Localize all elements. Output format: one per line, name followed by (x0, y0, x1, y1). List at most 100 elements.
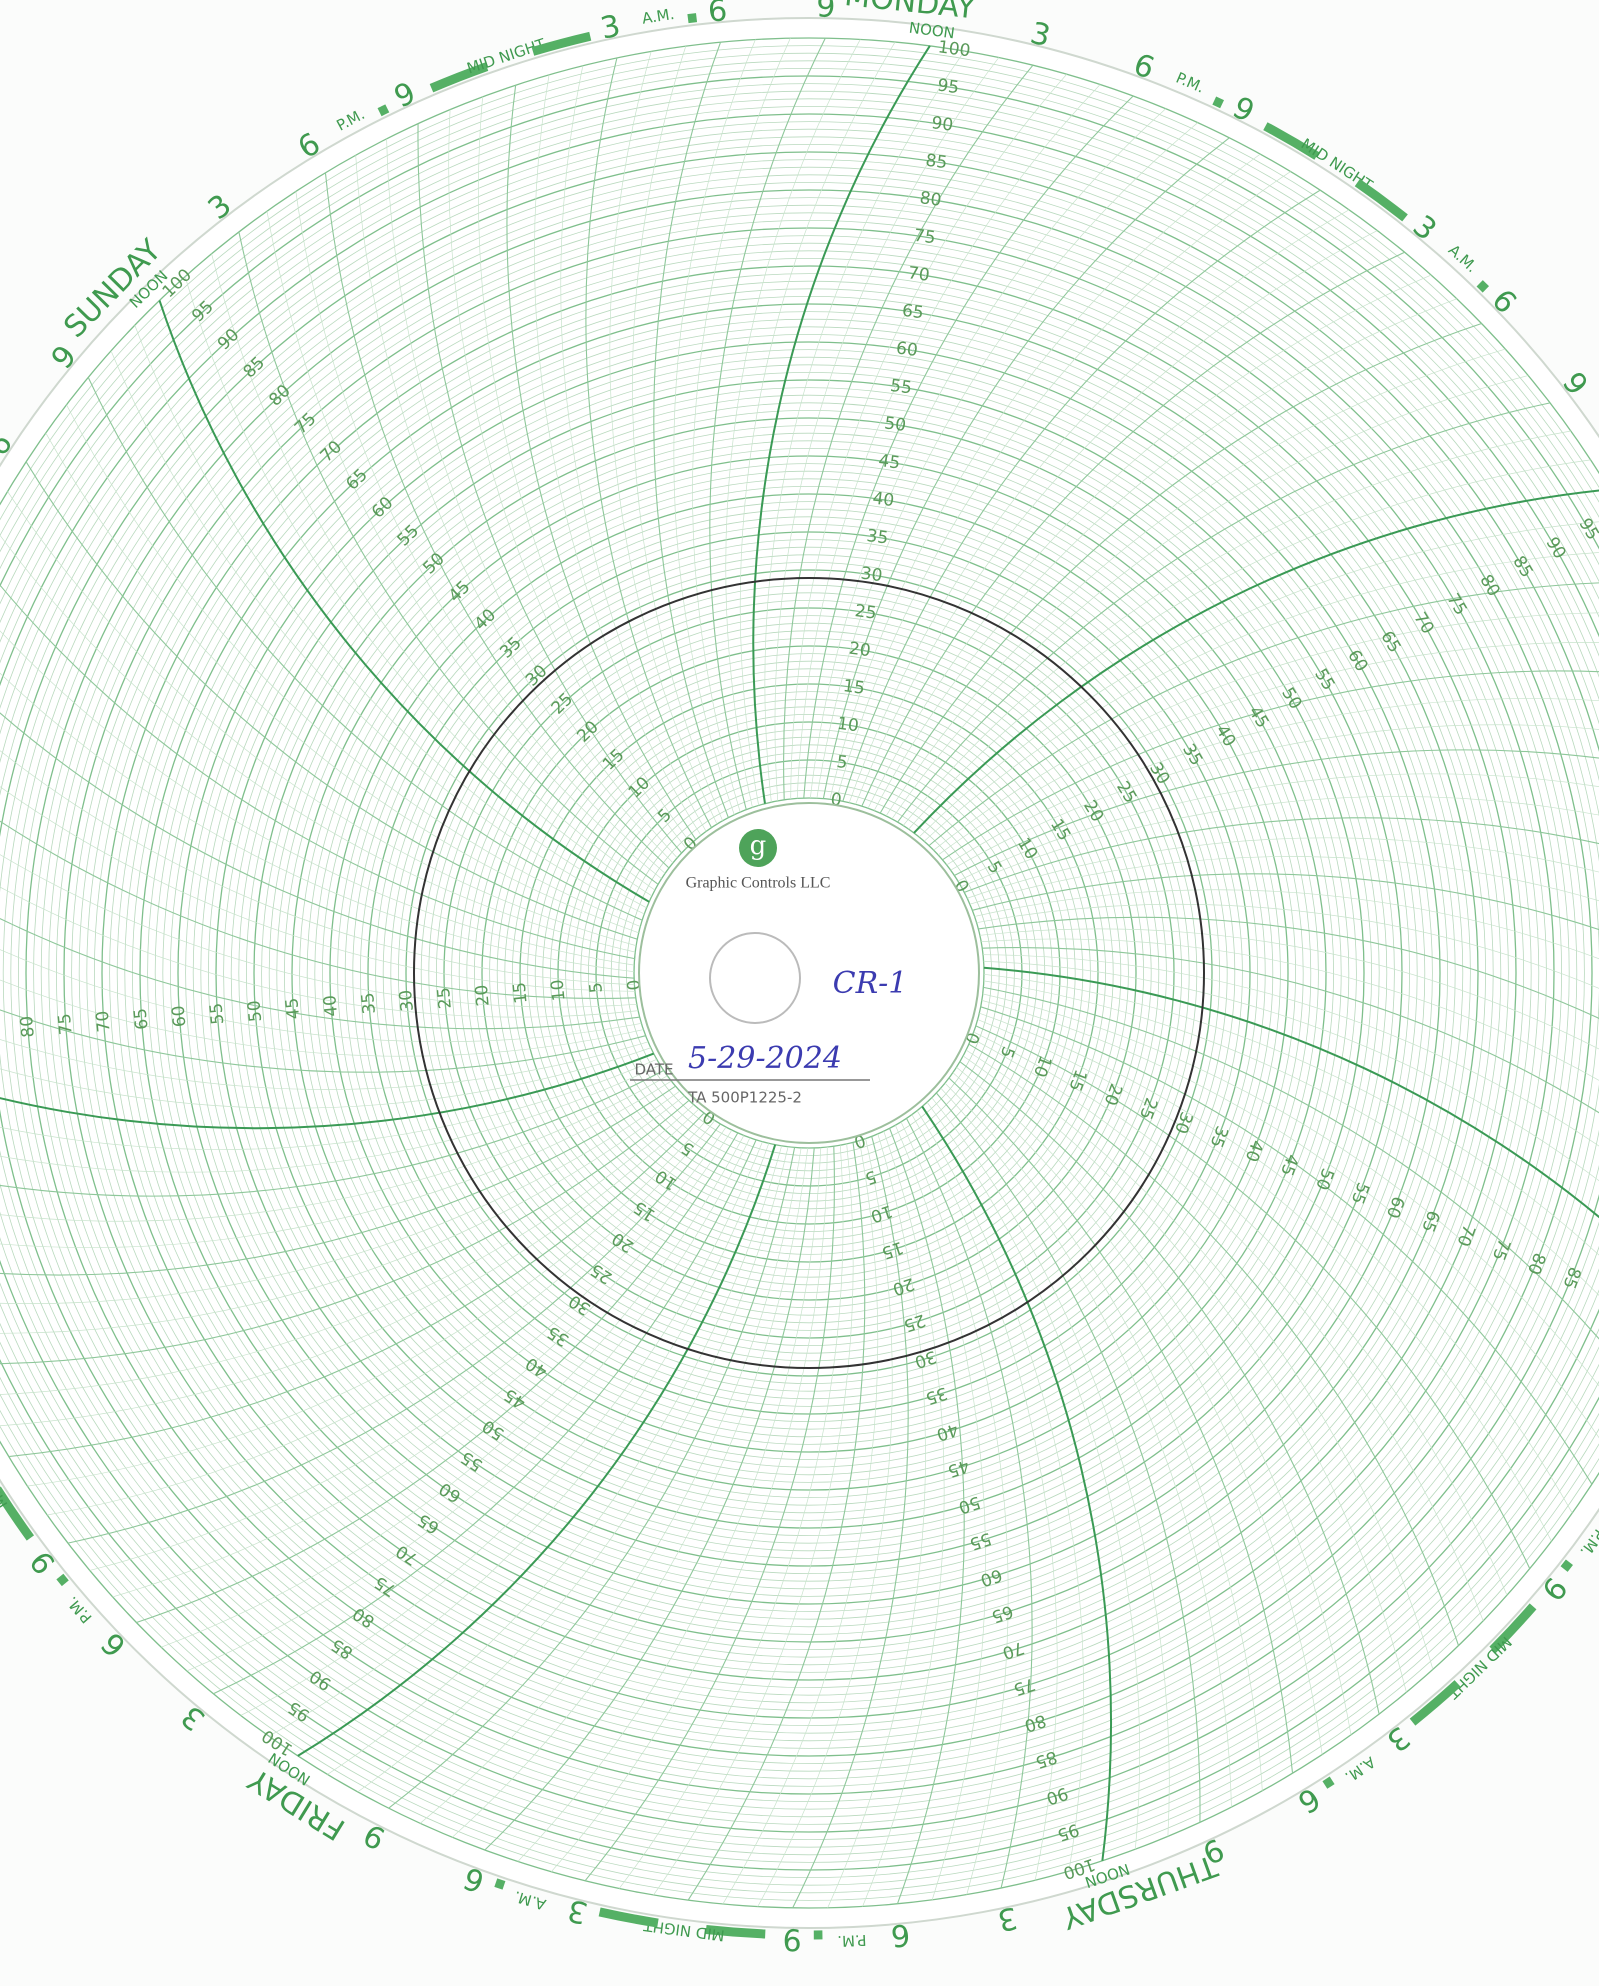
time-line (0, 854, 637, 1008)
night-band (1489, 1603, 1537, 1654)
minor-ring (527, 691, 1091, 1255)
time-line (0, 1052, 655, 1130)
major-ring (0, 75, 1599, 1871)
time-line (0, 1085, 676, 1276)
time-line (0, 1095, 685, 1334)
time-line (87, 377, 643, 921)
time-line (964, 817, 1599, 893)
minor-ring (185, 349, 1433, 1597)
time-line (560, 65, 707, 832)
major-ring (633, 797, 985, 1149)
major-ring (101, 265, 1517, 1681)
minor-ring (230, 394, 1388, 1552)
minor-ring (603, 767, 1015, 1179)
time-line (386, 138, 678, 859)
time-line (752, 45, 931, 804)
time-line (0, 672, 635, 973)
minor-ring (10, 174, 1599, 1772)
minor-ring (238, 402, 1380, 1544)
time-line (906, 1118, 1033, 1889)
major-ring (481, 645, 1137, 1301)
time-line (969, 856, 1599, 905)
night-band (1560, 1559, 1573, 1572)
scale-label: 5 (586, 981, 607, 994)
scale-label: 85 (924, 151, 948, 174)
hub-disc (638, 802, 980, 1144)
minor-ring (86, 250, 1532, 1696)
time-line (419, 1147, 802, 1824)
time-line (324, 172, 670, 869)
brand: Graphic Controls LLC (686, 875, 831, 892)
scale-label: 15 (510, 981, 532, 1004)
chart-id: CR-1 (833, 966, 908, 1001)
major-ring (557, 721, 1061, 1225)
time-line (923, 552, 1599, 842)
ampm-label: P.M. (837, 1931, 867, 1950)
night-band (1212, 96, 1225, 109)
scale-label: 45 (282, 997, 304, 1020)
minor-ring (504, 668, 1114, 1278)
time-line (902, 430, 1571, 826)
major-ring (63, 227, 1555, 1719)
major-ring (519, 683, 1099, 1263)
time-line (891, 375, 1529, 820)
minor-ring (94, 258, 1524, 1688)
hour-label: 6 (1129, 47, 1159, 86)
time-line (792, 1136, 909, 1909)
time-line (783, 64, 1034, 800)
minor-ring (154, 318, 1464, 1628)
time-line (897, 402, 1551, 823)
minor-ring (0, 53, 1599, 1893)
time-line (976, 903, 1599, 989)
minor-ring (565, 729, 1053, 1217)
date-label: DATE (634, 1061, 673, 1079)
time-line (967, 837, 1599, 899)
time-line (0, 1080, 672, 1248)
minor-ring (321, 485, 1297, 1461)
night-band (705, 1925, 766, 1939)
time-line (926, 1101, 1140, 1850)
minor-ring (375, 539, 1243, 1407)
time-line (67, 1123, 721, 1544)
time-line (0, 886, 639, 1018)
time-line (0, 1039, 649, 1090)
time-line (983, 960, 1599, 1182)
time-line (983, 973, 1599, 1256)
minor-ring (550, 714, 1069, 1233)
minor-ring (458, 622, 1160, 1324)
grid (0, 37, 1599, 1909)
scale-label: 5 (835, 752, 848, 773)
minor-ring (352, 516, 1266, 1430)
date: 5-29-2024 (688, 1041, 842, 1076)
scale-label: 80 (17, 1015, 39, 1038)
scale-label: 50 (244, 999, 266, 1022)
time-line (0, 1090, 681, 1304)
time-line (979, 1012, 1573, 1514)
night-band (598, 1907, 659, 1928)
time-line (981, 938, 1599, 1081)
hour-label: 9 (816, 0, 836, 25)
time-line (478, 96, 692, 845)
hub: g Graphic Controls LLC CR-1 DATE 5-29-20… (630, 802, 980, 1144)
minor-ring (435, 600, 1183, 1347)
time-line (506, 85, 697, 840)
time-line (968, 1043, 1460, 1646)
scale-label: 25 (854, 601, 878, 624)
time-line (972, 873, 1599, 931)
time-line (803, 95, 1134, 799)
part-number: TA 500P1225-2 (687, 1089, 802, 1107)
minor-ring (116, 280, 1502, 1666)
night-band (1476, 280, 1490, 293)
minor-ring (200, 364, 1418, 1582)
time-line (0, 630, 635, 966)
time-line (809, 108, 1166, 799)
minor-ring (18, 182, 1599, 1764)
time-line (0, 1070, 664, 1197)
time-line (417, 123, 683, 854)
major-ring (367, 531, 1251, 1415)
minor-ring (0, 98, 1599, 1848)
time-line (842, 189, 1321, 802)
time-line (186, 1137, 751, 1672)
minor-ring (306, 470, 1312, 1476)
time-line (0, 1104, 695, 1395)
